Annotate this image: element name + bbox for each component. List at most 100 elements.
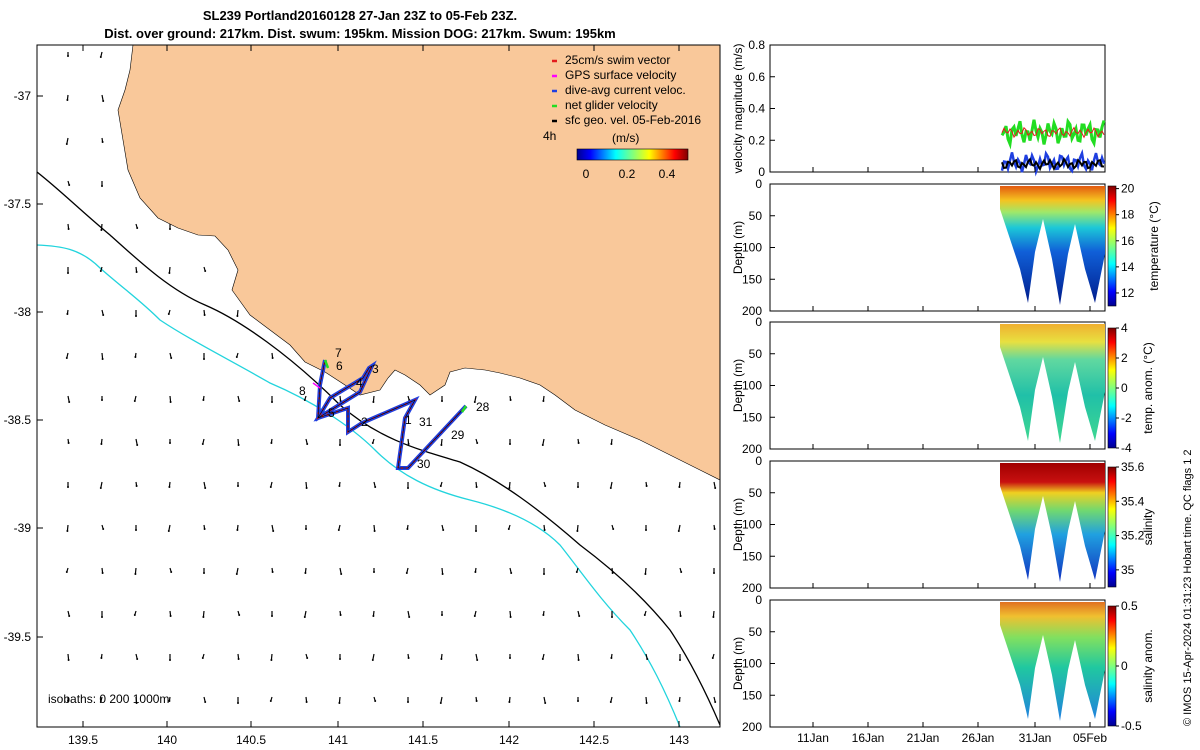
- sfc-vector-head: [67, 700, 69, 702]
- sfc-vector-head: [510, 572, 513, 574]
- time-tick-label: 11Jan: [797, 731, 829, 745]
- sfc-vector-head: [67, 272, 69, 274]
- temp_anom-cb-tick-label: -2: [1121, 411, 1132, 425]
- sfc-vector-head: [338, 702, 341, 704]
- sfc-vector: [202, 610, 205, 618]
- sal_anom-y-tick-label: 50: [749, 625, 763, 639]
- sal_anom-y-tick-label: 150: [742, 688, 762, 702]
- net-velocity-mark: [460, 405, 468, 413]
- sal_anom-y-tick-label: 100: [742, 657, 762, 671]
- map-x-axis: 139.5 140 140.5 141 141.5 142 142.5 143: [68, 45, 689, 747]
- sfc-vector-head: [134, 356, 137, 358]
- temp_anom-y-tick-label: 150: [742, 410, 762, 424]
- colorbar-tick-label: 0.4: [659, 167, 676, 181]
- sfc-vector-head: [168, 700, 171, 702]
- map-frame: [36, 44, 721, 728]
- sfc-vector-head: [441, 400, 443, 402]
- sfc-vector-head: [167, 313, 170, 315]
- sfc-vector-head: [439, 702, 442, 704]
- sfc-vector-head: [543, 529, 546, 531]
- legend-entry: net glider velocity: [565, 98, 658, 112]
- temp_anom-colorbar: [1107, 327, 1117, 449]
- sfc-vector-head: [102, 314, 105, 316]
- swim-velocity-series: [1001, 126, 1105, 139]
- sfc-vector-head: [476, 442, 479, 444]
- sfc-vector-head: [66, 99, 69, 101]
- sfc-vector-head: [167, 530, 170, 532]
- sfc-vector-head: [237, 444, 240, 446]
- map-y-axis: -37 -37.5 -38 -38.5 -39 -39.5: [4, 89, 43, 644]
- sfc-vector: [475, 653, 478, 661]
- sfc-vector-head: [645, 529, 647, 531]
- sfc-vector-head: [474, 571, 477, 573]
- legend-entry: GPS surface velocity: [565, 68, 676, 82]
- temperature-section: [1000, 186, 1105, 305]
- sfc-vector-head: [577, 486, 579, 488]
- sfc-vector: [338, 696, 341, 704]
- temp_anom-y-tick-label: 0: [755, 315, 762, 329]
- sfc-vector-head: [236, 315, 239, 317]
- sfc-vector-head: [271, 401, 273, 403]
- sfc-vector-head: [305, 487, 308, 489]
- sfc-vector-head: [578, 615, 581, 617]
- sfc-vector-head: [643, 614, 646, 616]
- sfc-vector-head: [65, 357, 68, 359]
- sfc-vector-head: [543, 573, 545, 575]
- sfc-vector-head: [269, 486, 272, 488]
- sfc-vector-head: [609, 701, 612, 703]
- temp_anom-y-tick-label: 200: [742, 442, 762, 456]
- sfc-vector-head: [339, 444, 341, 446]
- sfc-vector: [440, 696, 443, 704]
- temperature-cb-tick-label: 20: [1121, 182, 1135, 196]
- isobaths-label: isobaths: 0 200 1000m: [48, 692, 169, 706]
- legend-interval: 4h: [543, 129, 556, 143]
- map-x-tick-label: 141.5: [408, 733, 438, 747]
- sfc-vector: [168, 266, 171, 274]
- sfc-vector-head: [133, 614, 136, 616]
- map-y-tick-label: -37.5: [4, 197, 32, 211]
- time-tick-label: 16Jan: [852, 731, 885, 745]
- sfc-vector: [203, 481, 206, 489]
- sfc-vector: [270, 653, 273, 661]
- sfc-vector-head: [442, 529, 445, 531]
- sfc-vector-head: [337, 529, 340, 531]
- sfc-vector-head: [407, 701, 409, 703]
- sfc-vector-head: [204, 270, 207, 272]
- sfc-vector-head: [100, 657, 103, 659]
- sfc-vector-head: [271, 571, 274, 573]
- temperature-colorbar: [1107, 185, 1117, 307]
- sfc-vector-head: [168, 272, 171, 274]
- sfc-vector-head: [339, 614, 342, 616]
- salinity-cb-tick-label: 35.2: [1121, 529, 1145, 543]
- sfc-vector-head: [407, 443, 410, 445]
- sfc-vector-head: [372, 615, 375, 617]
- sfc-vector-head: [577, 700, 579, 702]
- temperature-panel-frame: [769, 183, 1106, 312]
- sfc-vector-head: [713, 572, 715, 574]
- sfc-vector-head: [135, 702, 138, 704]
- sfc-vector: [713, 481, 716, 489]
- temp_anom-section: [1000, 324, 1105, 443]
- sfc-vector-head: [201, 443, 204, 445]
- sfc-vector-head: [611, 616, 613, 618]
- sfc-vector-head: [67, 659, 70, 661]
- sfc-vector-head: [237, 702, 239, 704]
- sfc-vector-head: [68, 401, 71, 403]
- sfc-vector-head: [135, 271, 138, 273]
- sfc-vector-head: [170, 571, 173, 573]
- sfc-vector-head: [610, 657, 613, 659]
- sfc-vector-head: [170, 357, 173, 359]
- temperature-cb-tick-label: 16: [1121, 234, 1135, 248]
- velocity-y-tick-label: 0.2: [748, 133, 765, 147]
- sfc-vector-head: [270, 659, 273, 661]
- sfc-vector-head: [270, 442, 273, 444]
- sfc-vector-head: [67, 442, 70, 444]
- sfc-vector-head: [237, 658, 240, 660]
- figure-title-line2: Dist. over ground: 217km. Dist. swum: 19…: [104, 26, 616, 41]
- track-day-label: 30: [417, 457, 431, 471]
- sfc-vector-head: [609, 487, 612, 489]
- temperature-cb-tick-label: 18: [1121, 208, 1135, 222]
- map-y-tick-label: -37: [14, 89, 32, 103]
- sfc-vector-head: [373, 571, 375, 573]
- sfc-vector-head: [101, 141, 104, 143]
